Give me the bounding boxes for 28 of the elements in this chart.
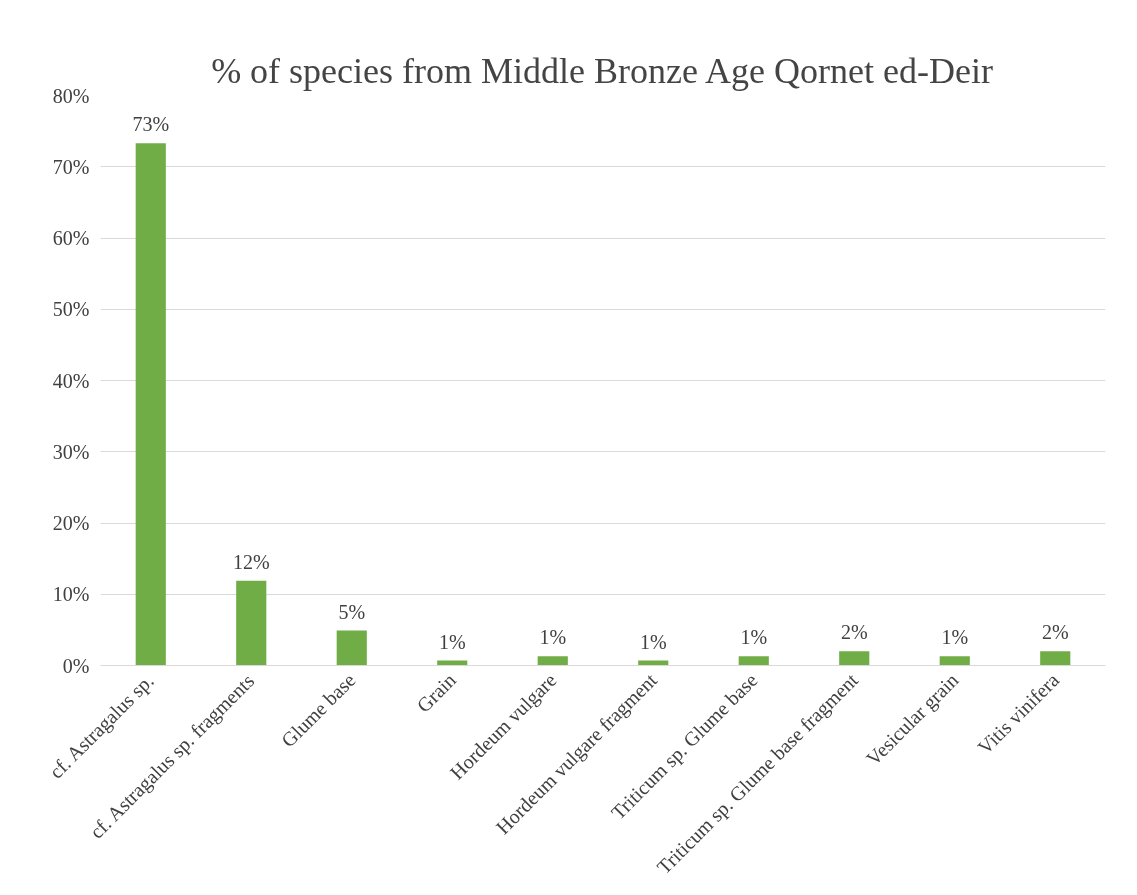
data-label: 2% (1041, 621, 1069, 644)
y-tick-label: 80% (52, 84, 90, 107)
y-tick-label: 60% (52, 227, 90, 249)
bar (839, 651, 870, 666)
data-label: 12% (232, 550, 270, 573)
data-label: 1% (539, 626, 567, 649)
data-label: 5% (338, 600, 366, 623)
data-label: 1% (941, 626, 969, 649)
bar (1040, 651, 1071, 666)
bar (336, 630, 367, 666)
chart-title: % of species from Middle Bronze Age Qornet ed-Deir (211, 50, 993, 91)
data-label: 1% (639, 630, 667, 653)
data-label: 1% (438, 630, 466, 653)
y-tick-label: 40% (52, 369, 90, 392)
bar (135, 143, 166, 666)
y-tick-label: 50% (52, 298, 90, 321)
bar (738, 656, 769, 666)
bar (236, 580, 267, 666)
y-tick-label: 70% (52, 155, 90, 178)
y-tick-label: 10% (52, 583, 90, 606)
bar (939, 656, 970, 666)
bar (537, 656, 568, 666)
y-tick-label: 30% (52, 440, 90, 463)
y-tick-label: 20% (52, 512, 90, 534)
data-label: 73% (132, 113, 170, 136)
data-label: 2% (840, 621, 868, 644)
data-label: 1% (740, 626, 768, 649)
y-tick-label: 0% (62, 654, 90, 677)
